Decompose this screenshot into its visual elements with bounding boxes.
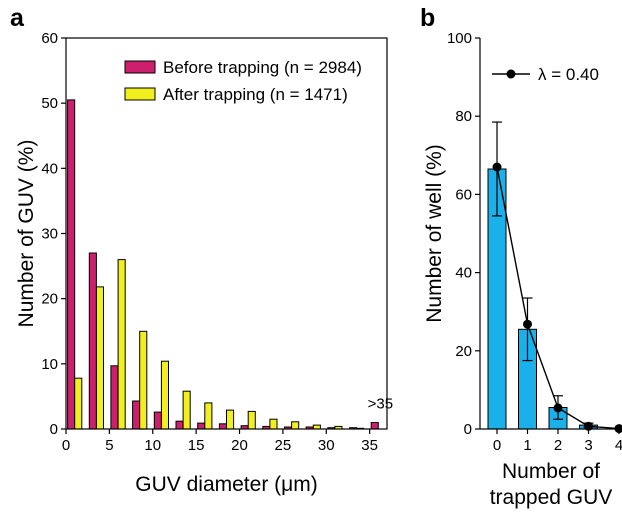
y-tick-label: 10 — [41, 356, 58, 373]
legend-marker — [506, 69, 516, 79]
x-tick-label: 3 — [584, 437, 592, 454]
y-tick-label: 40 — [455, 265, 472, 282]
x-axis-title-line-1: Number of — [502, 460, 600, 483]
bar-after-9 — [269, 418, 278, 430]
legend: Before trapping (n = 2984) After trapping… — [124, 58, 362, 104]
y-tick-label: 30 — [41, 226, 58, 243]
y-tick-label: 60 — [455, 186, 472, 203]
x-tick-label: 1 — [523, 437, 531, 454]
x-tick-label: 5 — [105, 437, 113, 454]
bar-before-3 — [132, 400, 141, 430]
bar-after-3 — [139, 330, 148, 430]
axes-group: 0 10 20 30 40 50 60 0 5 10 15 20 25 30 35 — [41, 30, 388, 454]
legend-swatch-after — [124, 87, 156, 101]
y-tick-label: 50 — [41, 95, 58, 112]
annotation-label: >35 — [368, 395, 393, 412]
bar-before-0 — [67, 99, 76, 430]
bar-after-10 — [291, 421, 300, 430]
x-tick-label: 35 — [361, 437, 378, 454]
y-tick-label: 100 — [447, 30, 472, 47]
poisson-point-1 — [523, 319, 532, 329]
legend-label-after: After trapping (n = 1471) — [163, 85, 348, 104]
bar-before-4 — [153, 411, 162, 430]
bar-after-2 — [117, 259, 126, 430]
y-tick-label: 0 — [50, 421, 58, 438]
well-occupancy-chart: 0 20 40 60 80 100 0 1 2 3 4 λ = 0.40 Number of tra… — [423, 30, 622, 509]
legend-label: λ = 0.40 — [538, 65, 599, 84]
x-tick-label: 2 — [554, 437, 562, 454]
bar-after-1 — [95, 286, 105, 430]
y-tick-label: 80 — [455, 108, 472, 125]
x-tick-label: 0 — [62, 437, 70, 454]
panel-label-b: b — [420, 4, 435, 32]
x-tick-label: 0 — [493, 437, 501, 454]
bar-before-6 — [197, 422, 206, 430]
x-tick-label: 20 — [231, 437, 248, 454]
legend: λ = 0.40 — [492, 65, 599, 84]
y-tick-label: 20 — [41, 291, 58, 308]
legend-label-before: Before trapping (n = 2984) — [163, 58, 362, 77]
bar-after-8 — [247, 410, 256, 430]
bar-before-1 — [88, 252, 97, 430]
bar-before-7 — [218, 423, 227, 430]
axes-group: 0 20 40 60 80 100 0 1 2 3 4 — [447, 30, 622, 454]
histogram-chart: 0 10 20 30 40 50 60 0 5 10 15 20 25 30 35 Before trapp… — [15, 30, 393, 496]
y-tick-label: 20 — [455, 343, 472, 360]
x-axis-title: GUV diameter (μm) — [135, 473, 317, 496]
bars-group — [67, 99, 379, 430]
x-tick-label: 25 — [275, 437, 292, 454]
poisson-point-2 — [553, 403, 563, 413]
x-tick-label: 30 — [318, 437, 335, 454]
bar-before-5 — [175, 420, 184, 430]
y-axis-title: Number of GUV (%) — [15, 140, 38, 328]
poisson-point-0 — [492, 162, 502, 172]
bar-after-6 — [204, 402, 213, 430]
y-tick-label: 0 — [464, 421, 472, 438]
bar-after-7 — [226, 409, 235, 430]
x-tick-label: 15 — [188, 437, 205, 454]
bar-after-5 — [182, 390, 191, 430]
poisson-line-group — [492, 162, 622, 434]
legend-swatch-before — [124, 60, 156, 74]
x-tick-label: 10 — [144, 437, 161, 454]
panel-label-a: a — [10, 4, 25, 32]
y-axis-title: Number of well (%) — [423, 144, 446, 323]
bar-after-4 — [160, 360, 169, 430]
bar-before-2 — [110, 365, 119, 430]
bars-group — [487, 168, 598, 430]
y-tick-label: 40 — [41, 160, 58, 177]
x-axis-title-line-2: trapped GUV — [490, 486, 613, 509]
poisson-line — [496, 166, 620, 430]
x-tick-label: 4 — [615, 437, 622, 454]
y-tick-label: 60 — [41, 30, 58, 47]
bar-after-0 — [74, 377, 83, 430]
error-bars-group — [492, 121, 594, 428]
bar-before-14 — [370, 422, 379, 430]
